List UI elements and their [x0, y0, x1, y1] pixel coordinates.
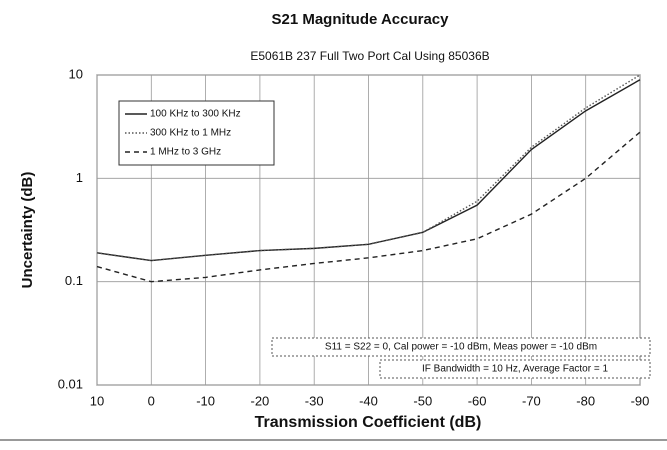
x-tick-label: -40: [359, 393, 378, 408]
annotation-box: [271, 337, 651, 357]
legend-label: 100 KHz to 300 KHz: [150, 109, 241, 120]
x-tick-label: -10: [196, 393, 215, 408]
x-tick-label: 0: [148, 393, 155, 408]
x-tick-label: -90: [631, 393, 650, 408]
x-tick-label: -50: [413, 393, 432, 408]
chart-subtitle: E5061B 237 Full Two Port Cal Using 85036…: [250, 49, 489, 63]
annotation-box: [379, 359, 651, 379]
y-tick-label: 1: [76, 170, 83, 185]
series-line: [96, 131, 641, 283]
x-tick-label: -60: [468, 393, 487, 408]
x-tick-label: -30: [305, 393, 324, 408]
x-axis-label: Transmission Coefficient (dB): [255, 414, 482, 431]
annotation: S11 = S22 = 0, Cal power = -10 dBm, Meas…: [325, 342, 597, 353]
legend-box: [118, 100, 275, 166]
y-tick-label: 10: [69, 66, 83, 81]
legend-label: 300 KHz to 1 MHz: [150, 128, 231, 139]
y-axis-label: Uncertainty (dB): [19, 172, 36, 289]
x-tick-label: -20: [251, 393, 270, 408]
y-tick-label: 0.1: [65, 273, 83, 288]
x-tick-label: -80: [576, 393, 595, 408]
x-tick-label: -70: [522, 393, 541, 408]
annotation: IF Bandwidth = 10 Hz, Average Factor = 1: [422, 364, 608, 375]
chart-title: S21 Magnitude Accuracy: [271, 11, 449, 28]
series-line: [96, 74, 641, 262]
x-tick-label: 10: [90, 393, 104, 408]
legend-label: 1 MHz to 3 GHz: [150, 147, 221, 158]
y-tick-label: 0.01: [58, 376, 83, 391]
